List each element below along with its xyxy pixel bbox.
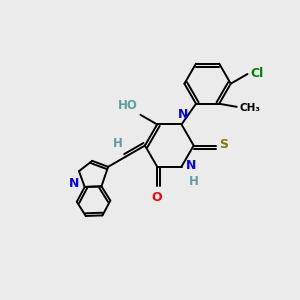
Text: H: H: [113, 137, 123, 150]
Text: CH₃: CH₃: [240, 103, 261, 113]
Text: Cl: Cl: [250, 67, 264, 80]
Text: O: O: [152, 191, 162, 204]
Text: S: S: [220, 138, 229, 151]
Text: N: N: [178, 108, 188, 121]
Text: N: N: [69, 176, 80, 190]
Text: HO: HO: [118, 99, 137, 112]
Text: N: N: [186, 159, 196, 172]
Text: H: H: [189, 175, 199, 188]
